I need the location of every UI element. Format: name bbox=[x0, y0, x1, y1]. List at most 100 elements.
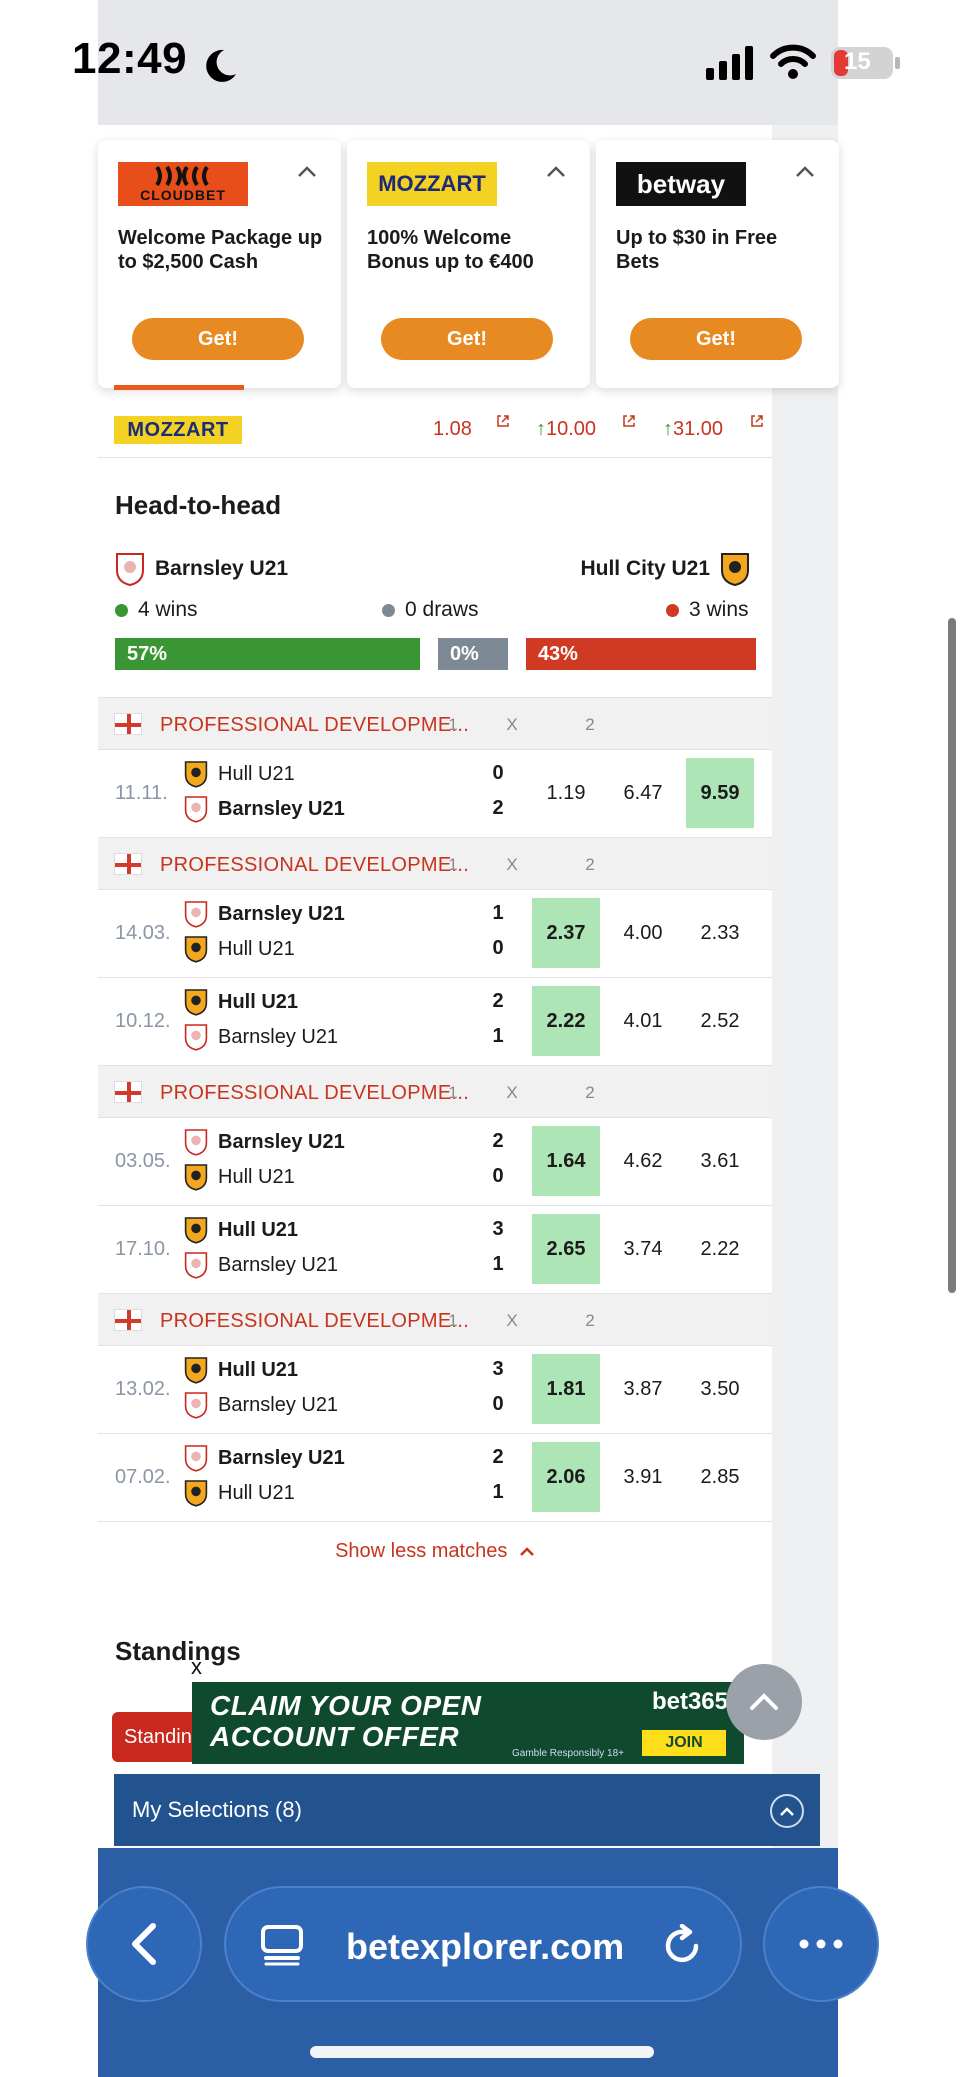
odd-home[interactable]: 1.08 bbox=[433, 418, 472, 440]
draws-label: 0 draws bbox=[405, 598, 479, 621]
h2h-home-team[interactable]: Barnsley U21 bbox=[115, 552, 288, 586]
odd-1[interactable]: 1.19 bbox=[546, 781, 586, 804]
ad-disclaimer: Gamble Responsibly 18+ bbox=[511, 1748, 624, 1759]
odd-1[interactable]: 2.22 bbox=[532, 986, 600, 1056]
match-row[interactable]: 11.11. Hull U21 Barnsley U21 0 2 1.19 6.47 9.59 bbox=[98, 749, 772, 837]
league-header[interactable]: PROFESSIONAL DEVELOPME... 1 X 2 bbox=[98, 1065, 772, 1117]
my-selections-bar[interactable]: My Selections (8) bbox=[114, 1774, 820, 1846]
match-away-team: Barnsley U21 bbox=[184, 1251, 338, 1279]
list-divider bbox=[98, 1521, 772, 1522]
team-name: Barnsley U21 bbox=[218, 1025, 339, 1048]
expand-selections-button[interactable] bbox=[770, 1794, 804, 1828]
team-name: Hull U21 bbox=[218, 1481, 295, 1504]
promo-card-mozzart: MOZZART 100% Welcome Bonus up to €400 Ge… bbox=[347, 140, 590, 388]
team-name: Hull U21 bbox=[218, 1218, 299, 1241]
back-button[interactable] bbox=[86, 1886, 202, 2002]
odd-x[interactable]: 4.00 bbox=[623, 921, 663, 944]
odd-1[interactable]: 1.64 bbox=[532, 1126, 600, 1196]
odd-1[interactable]: 1.81 bbox=[532, 1354, 600, 1424]
away-score: 0 bbox=[492, 1393, 504, 1415]
chevron-up-icon[interactable] bbox=[546, 164, 566, 178]
url-text: betexplorer.com bbox=[346, 1926, 625, 1967]
odd-away-value: 31.00 bbox=[673, 418, 724, 440]
odd-2[interactable]: 2.85 bbox=[700, 1465, 740, 1488]
scrollbar[interactable] bbox=[948, 618, 956, 1293]
odd-2[interactable]: 3.61 bbox=[700, 1149, 740, 1172]
odd-2[interactable]: 2.33 bbox=[700, 921, 740, 944]
reload-icon[interactable] bbox=[662, 1924, 704, 1966]
match-row[interactable]: 07.02. Barnsley U21 Hull U21 2 1 2.06 3.91 2.85 bbox=[98, 1433, 772, 1521]
odd-x[interactable]: 6.47 bbox=[623, 781, 663, 804]
tabs-icon[interactable] bbox=[260, 1924, 304, 1966]
odd-x[interactable]: 3.91 bbox=[623, 1465, 663, 1488]
h2h-away-team[interactable]: Hull City U21 bbox=[580, 552, 750, 586]
external-link-icon[interactable] bbox=[750, 414, 764, 428]
match-home-team: Hull U21 bbox=[184, 988, 298, 1016]
match-away-team: Hull U21 bbox=[184, 1163, 295, 1191]
scroll-to-top-button[interactable] bbox=[726, 1664, 802, 1740]
ad-join-button[interactable]: JOIN bbox=[642, 1730, 726, 1756]
mozzart-logo[interactable]: MOZZART bbox=[114, 416, 242, 444]
team-name: Barnsley U21 bbox=[218, 1393, 339, 1416]
league-name[interactable]: PROFESSIONAL DEVELOPME... bbox=[160, 1082, 470, 1104]
league-name[interactable]: PROFESSIONAL DEVELOPME... bbox=[160, 1310, 470, 1332]
team-name: Barnsley U21 bbox=[218, 1253, 339, 1276]
match-row[interactable]: 03.05. Barnsley U21 Hull U21 2 0 1.64 4.62 3.61 bbox=[98, 1117, 772, 1205]
external-link-icon[interactable] bbox=[622, 414, 636, 428]
odd-x[interactable]: 4.01 bbox=[623, 1009, 663, 1032]
bookmaker-odds-row[interactable]: MOZZART 1.08 ↑10.00 ↑31.00 bbox=[98, 400, 772, 458]
get-bonus-button[interactable]: Get! bbox=[630, 318, 802, 360]
column-header-x: X bbox=[506, 1083, 518, 1102]
get-bonus-button[interactable]: Get! bbox=[381, 318, 553, 360]
match-row[interactable]: 14.03. Barnsley U21 Hull U21 1 0 2.37 4.00 2.33 bbox=[98, 889, 772, 977]
home-score: 2 bbox=[492, 990, 504, 1012]
cloudbet-mark-icon bbox=[155, 165, 209, 187]
hull-crest-icon bbox=[184, 1217, 208, 1244]
odd-1[interactable]: 2.37 bbox=[532, 898, 600, 968]
odd-2[interactable]: 3.50 bbox=[700, 1377, 740, 1400]
league-header[interactable]: PROFESSIONAL DEVELOPME... 1 X 2 bbox=[98, 837, 772, 889]
chevron-up-icon[interactable] bbox=[297, 164, 317, 178]
chevron-up-icon[interactable] bbox=[795, 164, 815, 178]
england-flag-icon bbox=[114, 713, 142, 735]
league-header[interactable]: PROFESSIONAL DEVELOPME... 1 X 2 bbox=[98, 1293, 772, 1345]
match-row[interactable]: 17.10. Hull U21 Barnsley U21 3 1 2.65 3.74 2.22 bbox=[98, 1205, 772, 1293]
odd-2[interactable]: 9.59 bbox=[686, 758, 754, 828]
ad-close-button[interactable]: x bbox=[191, 1654, 202, 1679]
match-row[interactable]: 10.12. Hull U21 Barnsley U21 2 1 2.22 4.01 2.52 bbox=[98, 977, 772, 1065]
odd-x[interactable]: 3.74 bbox=[623, 1237, 663, 1260]
standings-title: Standings bbox=[115, 1636, 241, 1666]
active-tab-indicator bbox=[114, 385, 244, 390]
odd-x[interactable]: 4.62 bbox=[623, 1149, 663, 1172]
column-header-1: 1 bbox=[448, 1083, 458, 1102]
odd-away[interactable]: ↑31.00 bbox=[663, 418, 723, 441]
away-win-bar: 43% bbox=[525, 638, 756, 670]
league-name[interactable]: PROFESSIONAL DEVELOPME... bbox=[160, 714, 470, 736]
match-date: 14.03. bbox=[115, 922, 171, 944]
external-link-icon[interactable] bbox=[496, 414, 510, 428]
get-bonus-button[interactable]: Get! bbox=[132, 318, 304, 360]
odd-draw[interactable]: ↑10.00 bbox=[536, 418, 596, 441]
ad-brand-label: bet365 bbox=[651, 1688, 728, 1715]
league-name[interactable]: PROFESSIONAL DEVELOPME... bbox=[160, 854, 470, 876]
match-row[interactable]: 13.02. Hull U21 Barnsley U21 3 0 1.81 3.87 3.50 bbox=[98, 1345, 772, 1433]
league-header[interactable]: PROFESSIONAL DEVELOPME... 1 X 2 bbox=[98, 697, 772, 749]
home-indicator[interactable] bbox=[310, 2046, 654, 2058]
odd-1[interactable]: 2.06 bbox=[532, 1442, 600, 1512]
h2h-title: Head-to-head bbox=[115, 490, 282, 520]
promo-card-betway: betway Up to $30 in Free Bets Get! bbox=[596, 140, 839, 388]
away-wins-label: 3 wins bbox=[689, 598, 749, 621]
odd-2[interactable]: 2.22 bbox=[700, 1237, 740, 1260]
home-team-name: Barnsley U21 bbox=[155, 557, 289, 580]
show-less-button[interactable]: Show less matches bbox=[98, 1540, 772, 1563]
bet365-ad-banner[interactable]: CLAIM YOUR OPEN ACCOUNT OFFER bet365 JOI… bbox=[192, 1682, 744, 1764]
odd-1[interactable]: 2.65 bbox=[532, 1214, 600, 1284]
england-flag-icon bbox=[114, 1309, 142, 1331]
home-wins-label: 4 wins bbox=[138, 598, 198, 621]
odd-2[interactable]: 2.52 bbox=[700, 1009, 740, 1032]
address-bar[interactable]: betexplorer.com bbox=[224, 1886, 742, 2002]
column-header-2: 2 bbox=[585, 1311, 595, 1330]
odd-x[interactable]: 3.87 bbox=[623, 1377, 663, 1400]
more-options-button[interactable] bbox=[763, 1886, 879, 2002]
promo-text: Up to $30 in Free Bets bbox=[616, 227, 778, 273]
